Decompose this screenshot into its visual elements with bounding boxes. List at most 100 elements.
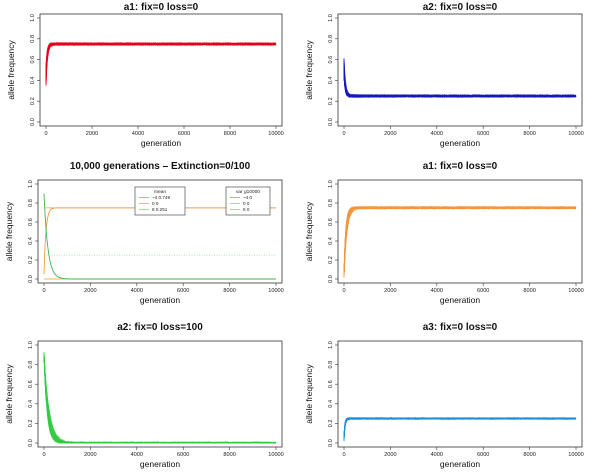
replicate-line: [343, 417, 576, 439]
y-tick-label: 0.6: [28, 380, 34, 388]
replicate-line: [45, 42, 277, 73]
replicate-line: [343, 417, 577, 437]
replicate-line: [343, 417, 577, 437]
replicate-line: [45, 42, 277, 82]
y-tick-label: 0.4: [328, 77, 334, 85]
replicate-line: [45, 42, 277, 78]
replicate-line: [343, 417, 577, 442]
y-tick-label: 0.8: [328, 361, 334, 369]
y-tick-label: 0.6: [328, 218, 334, 226]
replicate-line: [343, 206, 577, 272]
replicate-line: [343, 417, 577, 439]
chart-title: a3: fix=0 loss=0: [423, 322, 498, 333]
replicate-line: [43, 356, 276, 444]
replicate-line: [343, 75, 577, 98]
chart-title: a2: fix=0 loss=100: [117, 322, 203, 333]
replicate-line: [343, 417, 577, 437]
x-tick-label: 2000: [86, 131, 98, 137]
replicate-line: [343, 417, 577, 439]
replicate-line: [343, 206, 577, 275]
legend-entry: 8 0: [243, 207, 250, 212]
replicate-line: [43, 355, 277, 444]
replicate-line: [343, 205, 577, 278]
replicate-line: [43, 357, 276, 444]
legend-entry: ~4 0.749: [152, 195, 170, 200]
replicate-line: [343, 70, 577, 98]
replicate-line: [343, 58, 577, 98]
replicate-line: [343, 68, 576, 98]
chart-title: 10,000 generations – Extinction=0/100: [70, 161, 251, 172]
replicate-line: [45, 42, 277, 81]
replicate-line: [343, 416, 577, 438]
x-tick-label: 4000: [131, 452, 143, 458]
replicate-line: [45, 41, 277, 82]
y-tick-label: 0.8: [28, 361, 34, 369]
y-tick-label: 0.4: [30, 77, 36, 85]
y-tick-label: 0.8: [328, 199, 334, 207]
legend-entry: 8 0.251: [152, 207, 168, 212]
replicate-line: [43, 356, 276, 444]
replicate-line: [343, 417, 577, 439]
replicate-line: [343, 206, 577, 276]
replicate-line: [343, 205, 577, 277]
replicate-line: [43, 354, 277, 444]
replicate-line: [45, 42, 277, 84]
replicate-line: [343, 206, 577, 277]
replicate-line: [343, 78, 577, 98]
y-tick-label: 0.4: [328, 400, 334, 408]
replicate-line: [45, 42, 277, 80]
y-tick-label: 0.2: [28, 420, 34, 428]
replicate-line: [343, 206, 577, 275]
replicate-line: [45, 42, 277, 68]
x-tick-label: 4000: [431, 288, 443, 294]
x-tick-label: 8000: [523, 452, 535, 458]
y-tick-label: 1.0: [28, 341, 34, 349]
replicate-line: [343, 417, 577, 440]
replicate-line: [43, 352, 276, 444]
replicate-line: [343, 206, 577, 273]
replicate-line: [343, 205, 577, 273]
replicate-line: [343, 74, 577, 99]
replicate-line: [343, 206, 577, 274]
replicate-line: [343, 206, 577, 277]
replicate-line: [343, 70, 577, 98]
replicate-line: [343, 58, 577, 98]
replicate-line: [43, 356, 277, 444]
replicate-line: [343, 206, 577, 275]
x-tick-label: 8000: [523, 288, 535, 294]
replicate-line: [43, 356, 276, 444]
replicate-line: [343, 206, 577, 272]
y-tick-label: 0.8: [30, 35, 36, 43]
replicate-line: [343, 206, 577, 275]
y-axis-label: allele frequency: [304, 201, 314, 261]
y-tick-label: 0.8: [28, 199, 34, 207]
replicate-line: [343, 70, 577, 98]
y-tick-label: 0.0: [328, 118, 334, 126]
legend-title: var g10000: [236, 189, 260, 195]
mean-line: [43, 207, 276, 275]
replicate-line: [343, 68, 577, 98]
replicate-line: [43, 355, 277, 444]
chart-panel-2: a2: fix=0 loss=0 0 2000 4000 6000 8000 10000 0.…: [304, 2, 584, 148]
replicate-line: [45, 42, 277, 87]
replicate-line: [343, 417, 577, 440]
replicate-line: [43, 352, 276, 444]
replicate-line: [343, 206, 577, 275]
replicate-line: [343, 417, 577, 437]
x-tick-label: 4000: [131, 288, 143, 294]
y-tick-label: 0.2: [328, 256, 334, 264]
replicate-line: [343, 63, 577, 99]
replicate-line: [45, 42, 277, 69]
x-tick-label: 10000: [568, 452, 584, 458]
x-axis-label: generation: [440, 295, 480, 305]
mean-line: [43, 193, 276, 280]
replicate-line: [343, 206, 577, 275]
replicate-line: [45, 42, 277, 68]
replicate-line: [43, 353, 276, 444]
replicate-line: [43, 354, 277, 444]
replicate-line: [343, 71, 577, 98]
data-traces: [343, 416, 577, 442]
replicate-line: [343, 65, 577, 98]
y-tick-label: 0.4: [328, 237, 334, 245]
